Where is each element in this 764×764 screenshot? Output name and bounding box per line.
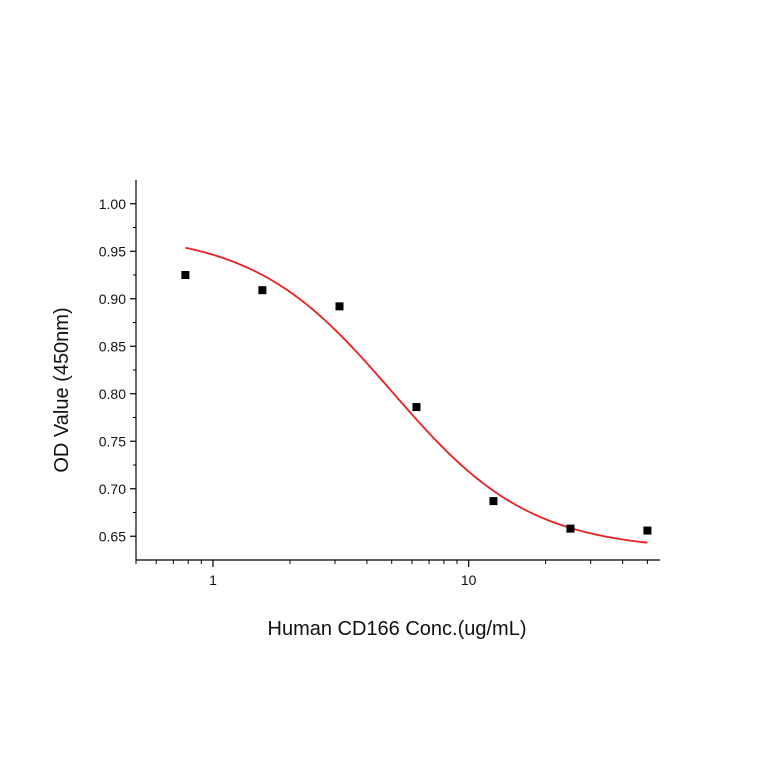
y-axis-title: OD Value (450nm): [51, 307, 73, 472]
data-points: [181, 271, 652, 535]
y-tick-label: 0.75: [99, 433, 126, 449]
y-tick-label: 0.80: [99, 386, 126, 402]
data-point: [489, 497, 498, 506]
data-point: [335, 302, 344, 311]
fit-curve: [185, 246, 648, 544]
y-tick-label: 1.00: [99, 196, 126, 212]
x-axis-title: Human CD166 Conc.(ug/mL): [268, 618, 527, 640]
data-point: [566, 524, 575, 533]
y-tick-label: 0.70: [99, 481, 126, 497]
x-tick-label: 10: [461, 572, 477, 588]
y-tick-label: 0.90: [99, 291, 126, 307]
data-point: [181, 271, 190, 279]
x-tick-label: 1: [209, 572, 217, 588]
y-tick-label: 0.85: [99, 338, 126, 354]
x-axis-ticks: 1 10: [135, 560, 648, 588]
y-tick-label: 0.65: [99, 528, 126, 544]
data-point: [412, 403, 421, 412]
data-point: [258, 286, 267, 295]
data-point: [643, 526, 652, 535]
y-tick-label: 0.95: [99, 243, 126, 259]
y-axis-ticks: 0.65 0.70 0.75 0.80 0.85 0.90 0.95 1.00: [99, 196, 136, 544]
